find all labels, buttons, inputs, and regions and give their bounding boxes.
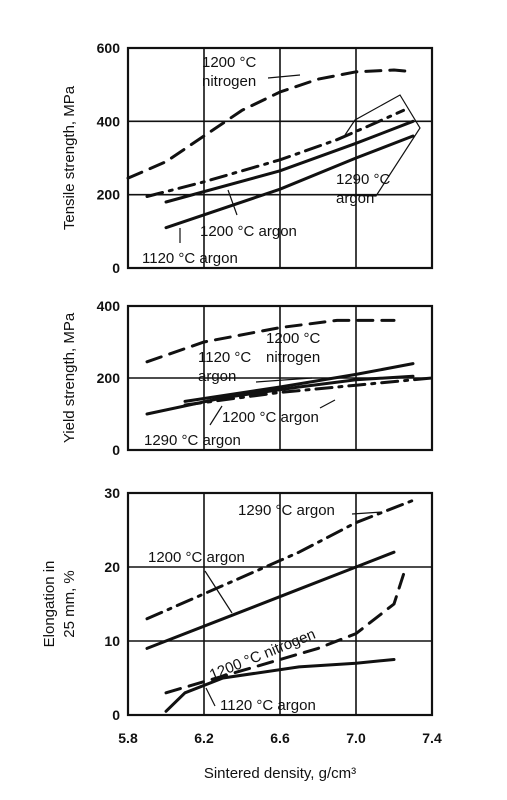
y-tick-label: 200 <box>97 370 121 386</box>
annotation-leader <box>209 405 223 426</box>
curve-annotation: 1200 °C argon <box>148 549 245 566</box>
x-tick-label: 5.8 <box>118 730 138 746</box>
panel-2: 0 200 400 Yield strength, MPa 1200 °C nitroge… <box>61 298 434 458</box>
panel-3: 0 10 20 30 5.8 6.2 6.6 7.0 7.4 Elongation in 25 mm… <box>41 485 442 782</box>
series-line <box>164 134 415 230</box>
x-tick-label: 6.2 <box>194 730 214 746</box>
x-tick-label: 7.0 <box>346 730 366 746</box>
y-axis-label: Yield strength, MPa <box>61 312 78 443</box>
y-axis-label: Elongation in 25 mm, % <box>41 561 78 648</box>
curve-annotation: 1200 °C nitrogen <box>202 54 257 90</box>
annotation-leader <box>255 377 313 383</box>
series-line <box>145 374 415 416</box>
series-line <box>145 108 405 198</box>
y-tick-label: 0 <box>112 442 120 458</box>
series-line <box>183 362 415 403</box>
curve-annotation: 1200 °C nitrogen <box>266 330 321 366</box>
annotation-leader <box>319 399 336 409</box>
y-tick-label: 0 <box>112 707 120 723</box>
y-tick-label: 400 <box>97 298 121 314</box>
y-axis-label: Tensile strength, MPa <box>61 85 78 230</box>
series-line <box>164 658 396 713</box>
y-tick-label: 30 <box>104 485 120 501</box>
annotation-leader <box>205 687 216 707</box>
x-tick-label: 7.4 <box>422 730 442 746</box>
annotation-leader <box>227 189 238 216</box>
y-tick-label: 0 <box>112 260 120 276</box>
y-tick-label: 10 <box>104 633 120 649</box>
y-tick-label: 400 <box>97 113 121 129</box>
y-tick-label: 600 <box>97 40 121 56</box>
annotation-leader <box>337 94 421 197</box>
annotation-leader <box>267 74 301 79</box>
annotation-leader <box>351 511 383 515</box>
y-tick-label: 20 <box>104 559 120 575</box>
series-line <box>164 572 405 695</box>
curve-annotation: 1120 °C argon <box>220 697 316 714</box>
curve-annotation: 1290 °C argon <box>336 171 391 207</box>
series-line <box>164 119 415 204</box>
curve-annotation: 1200 °C argon <box>222 409 319 426</box>
curve-annotation: 1290 °C argon <box>144 432 241 449</box>
x-tick-label: 6.6 <box>270 730 290 746</box>
curve-annotation: 1200 °C argon <box>200 223 297 240</box>
annotation-leader <box>204 570 233 614</box>
curve-annotation: 1120 °C argon <box>142 250 238 267</box>
y-tick-label: 200 <box>97 187 121 203</box>
series-line <box>145 550 396 650</box>
curve-annotation: 1290 °C argon <box>238 502 335 519</box>
curve-annotation: 1120 °C argon <box>198 349 251 385</box>
x-axis-label: Sintered density, g/cm³ <box>204 765 356 782</box>
series-line <box>145 498 415 621</box>
series-line <box>145 318 396 364</box>
curve-annotation: 1200 °C nitrogen <box>207 626 318 684</box>
series-line <box>126 68 415 180</box>
series-line <box>183 376 434 407</box>
panel-1: 0 200 400 600 Tensile strength, MPa 1200 °C ni… <box>61 40 434 276</box>
